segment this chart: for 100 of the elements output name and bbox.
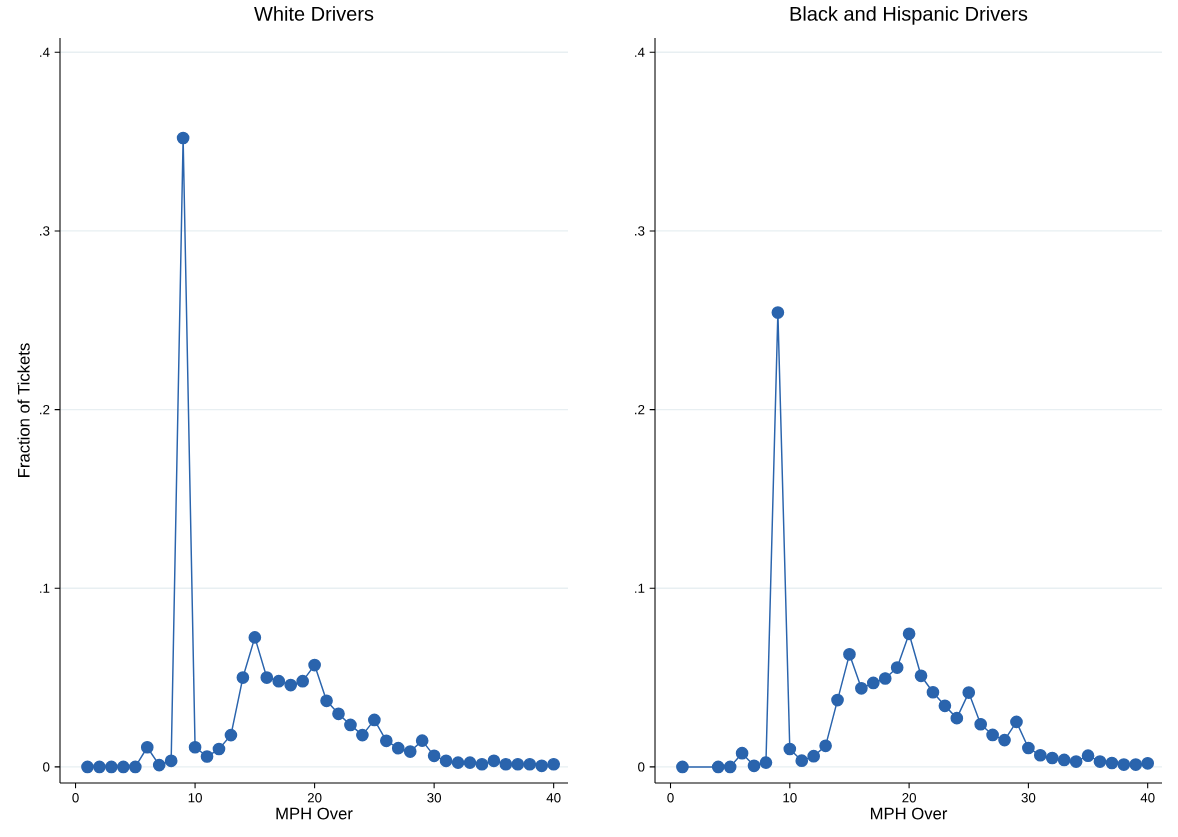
point <box>1081 749 1095 762</box>
point <box>212 742 226 756</box>
point <box>236 671 250 684</box>
x-tick-label: 0 <box>667 793 674 803</box>
chart-title: Black and Hispanic Drivers <box>790 6 1028 25</box>
point <box>890 661 904 674</box>
point <box>902 627 916 641</box>
chart-title: White Drivers <box>254 6 374 21</box>
y-tick-label: .4 <box>40 47 50 57</box>
point <box>188 740 202 754</box>
point <box>855 681 868 695</box>
point <box>771 306 785 319</box>
point <box>1033 748 1047 762</box>
x-tick-label: 20 <box>307 793 322 803</box>
point <box>547 757 560 771</box>
point <box>248 631 262 644</box>
point <box>807 749 821 763</box>
point <box>866 676 880 690</box>
y-tick-label: .2 <box>40 404 50 415</box>
point <box>1129 758 1143 771</box>
y-tick-label: 0 <box>43 762 50 772</box>
point <box>1069 755 1083 768</box>
point <box>152 758 166 772</box>
point <box>260 671 274 684</box>
point <box>711 760 725 774</box>
point <box>974 717 988 731</box>
point <box>998 733 1011 747</box>
point <box>356 728 369 742</box>
x-tick-label: 0 <box>72 793 79 803</box>
point <box>1022 741 1035 755</box>
point <box>499 757 513 771</box>
point <box>843 648 856 661</box>
point <box>1010 715 1023 729</box>
point <box>475 757 489 771</box>
y-axis-title: Fraction of Tickets <box>17 343 30 477</box>
point <box>1045 751 1059 765</box>
point <box>463 756 477 769</box>
x-tick-label: 40 <box>1140 793 1155 803</box>
point <box>296 674 309 688</box>
point <box>511 757 525 771</box>
point <box>676 760 689 774</box>
y-tick-label: .4 <box>635 47 645 57</box>
point <box>926 685 940 699</box>
point <box>523 757 537 771</box>
point <box>986 728 999 742</box>
x-axis-title: MPH Over <box>276 807 353 820</box>
point <box>81 760 94 774</box>
point <box>819 739 832 753</box>
point <box>427 749 441 763</box>
y-tick-label: .1 <box>635 583 645 593</box>
point <box>962 686 976 699</box>
x-tick-label: 20 <box>902 793 916 803</box>
point <box>344 718 357 732</box>
x-tick-label: 10 <box>188 793 202 803</box>
x-tick-label: 30 <box>1021 793 1036 803</box>
point <box>117 760 130 774</box>
point <box>747 759 761 773</box>
point <box>831 693 844 707</box>
point <box>1117 758 1131 771</box>
point <box>914 669 928 683</box>
point <box>735 746 749 760</box>
point <box>759 756 773 769</box>
point <box>284 678 298 692</box>
y-tick-label: .3 <box>635 226 645 236</box>
point <box>164 754 178 768</box>
x-axis-title: MPH Over <box>870 807 948 820</box>
point <box>128 760 142 774</box>
point <box>368 713 381 727</box>
point <box>1105 756 1119 770</box>
point <box>535 759 549 773</box>
point <box>439 754 453 768</box>
y-tick-label: 0 <box>638 762 645 772</box>
point <box>272 674 286 688</box>
point <box>105 760 118 774</box>
point <box>391 741 405 755</box>
y-tick-label: .2 <box>635 404 645 415</box>
point <box>723 760 737 774</box>
point <box>176 131 190 145</box>
y-tick-label: .1 <box>40 583 50 593</box>
point <box>795 754 809 767</box>
point <box>451 756 465 769</box>
point <box>878 672 892 685</box>
y-tick-label: .3 <box>40 226 50 236</box>
point <box>938 699 952 713</box>
point <box>332 707 345 721</box>
point <box>1093 755 1107 768</box>
point <box>379 734 393 748</box>
point <box>403 745 417 758</box>
point <box>1141 756 1155 770</box>
point <box>200 750 214 763</box>
x-tick-label: 30 <box>427 793 442 803</box>
point <box>415 734 429 747</box>
point <box>950 711 964 725</box>
x-tick-label: 10 <box>783 793 797 803</box>
point <box>224 728 238 742</box>
point <box>308 658 321 672</box>
point <box>783 742 797 756</box>
point <box>1057 753 1071 767</box>
point <box>320 694 333 708</box>
point <box>140 740 154 754</box>
